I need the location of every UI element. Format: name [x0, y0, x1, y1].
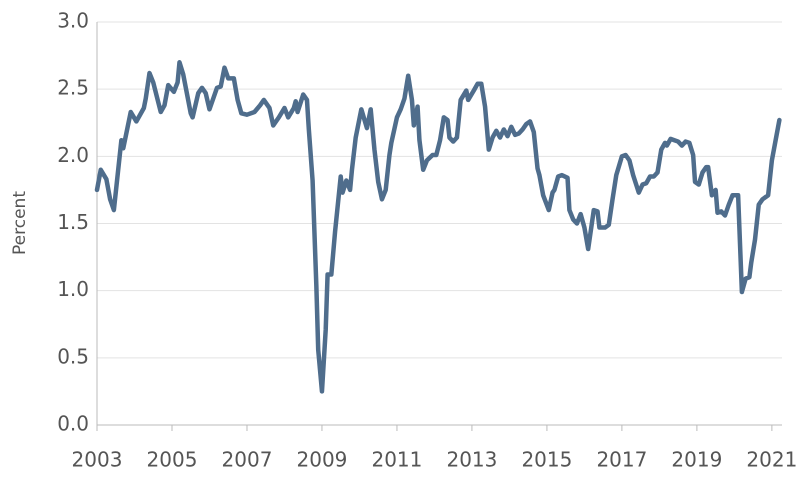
y-tick-label: 1.0 [57, 277, 89, 301]
y-tick-label: 0.0 [57, 412, 89, 436]
x-tick-label: 2005 [147, 448, 198, 472]
y-tick-label: 2.0 [57, 143, 89, 167]
x-tick-label: 2015 [521, 448, 572, 472]
y-tick-label: 2.5 [57, 76, 89, 100]
x-tick-label: 2013 [446, 448, 497, 472]
x-tick-label: 2021 [746, 448, 797, 472]
y-tick-label: 0.5 [57, 344, 89, 368]
x-tick-label: 2009 [297, 448, 348, 472]
data-line [94, 60, 782, 394]
x-tick-label: 2019 [671, 448, 722, 472]
y-axis-title: Percent [10, 191, 30, 255]
x-tick-label: 2003 [72, 448, 123, 472]
y-tick-label: 3.0 [57, 9, 89, 33]
x-tick-label: 2017 [596, 448, 647, 472]
y-tick-label: 1.5 [57, 210, 89, 234]
x-tick-label: 2011 [371, 448, 422, 472]
x-tick-label: 2007 [222, 448, 273, 472]
